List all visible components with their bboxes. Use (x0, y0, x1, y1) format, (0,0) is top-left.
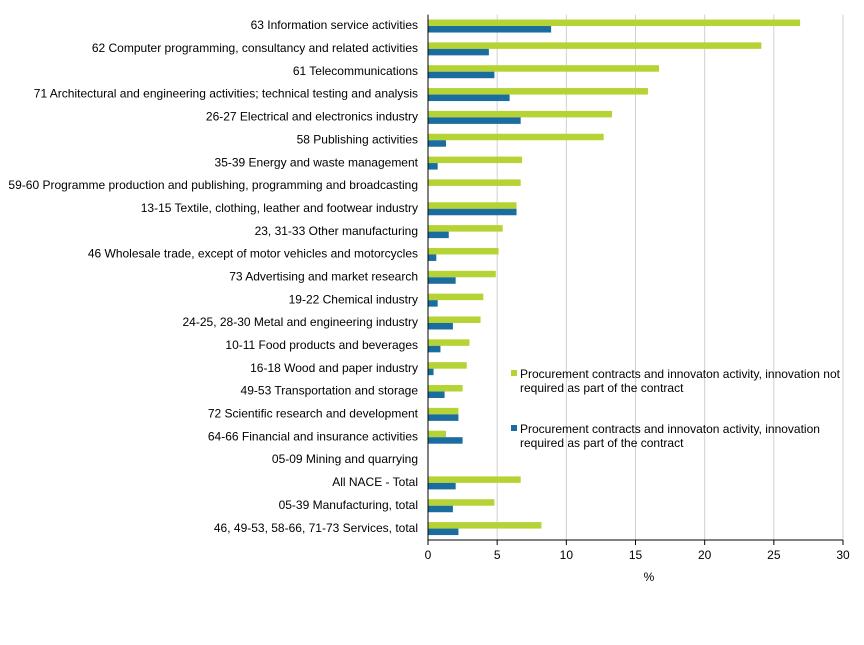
x-tick-label: 30 (836, 548, 850, 562)
y-tick-label: 46 Wholesale trade, except of motor vehi… (88, 247, 418, 261)
y-tick-label: 63 Information service activities (251, 18, 418, 32)
bar (428, 71, 495, 79)
bar (428, 163, 438, 170)
bar (428, 322, 453, 330)
y-tick-label: 46, 49-53, 58-66, 71-73 Services, total (214, 521, 418, 535)
bar (428, 499, 495, 506)
y-tick-label: 19-22 Chemical industry (289, 292, 418, 306)
bar (428, 293, 484, 301)
x-tick-label: 5 (494, 548, 501, 562)
bar (428, 42, 762, 49)
bar (428, 133, 604, 141)
bar (428, 339, 470, 346)
bar (428, 117, 521, 124)
bar (428, 88, 648, 95)
bar (428, 270, 496, 278)
bar (428, 476, 521, 483)
x-axis-label: % (644, 570, 655, 584)
bar (428, 19, 801, 27)
y-tick-label: 13-15 Textile, clothing, leather and foo… (141, 201, 418, 215)
y-tick-label: 73 Advertising and market research (229, 269, 418, 283)
legend-label: Procurement contracts and innovaton acti… (520, 422, 820, 450)
y-tick-label: 24-25, 28-30 Metal and engineering indus… (183, 315, 419, 329)
bar (428, 522, 542, 529)
y-tick-label: 23, 31-33 Other manufacturing (255, 224, 418, 238)
y-tick-label: 61 Telecommunications (293, 64, 418, 78)
bar (428, 391, 445, 399)
bar (428, 362, 467, 369)
bar (428, 345, 441, 353)
bar (428, 368, 434, 376)
bar (428, 110, 612, 118)
bar (428, 505, 453, 513)
bar (428, 528, 459, 536)
x-tick-label: 20 (698, 548, 712, 562)
bar (428, 254, 437, 261)
bar (428, 140, 446, 147)
y-tick-label: 72 Scientific research and development (208, 407, 419, 421)
bar (428, 48, 489, 56)
y-tick-label: 62 Computer programming, consultancy and… (92, 41, 418, 55)
legend-swatch (511, 425, 517, 431)
bar (428, 316, 481, 323)
bar (428, 65, 660, 72)
bar (428, 430, 446, 438)
bar (428, 385, 463, 392)
y-tick-label: 05-39 Manufacturing, total (279, 498, 418, 512)
bar (428, 94, 510, 102)
bar (428, 482, 456, 490)
y-tick-label: 49-53 Transportation and storage (241, 384, 419, 398)
legend-label: Procurement contracts and innovaton acti… (520, 367, 840, 395)
bar (428, 179, 521, 186)
bar (428, 300, 438, 307)
legend-swatch (511, 370, 517, 376)
y-tick-label: 71 Architectural and engineering activit… (34, 87, 418, 101)
y-tick-label: All NACE - Total (332, 475, 418, 489)
y-tick-label: 59-60 Programme production and publishin… (8, 178, 418, 192)
bar (428, 437, 463, 444)
bar (428, 225, 503, 232)
y-tick-label: 16-18 Wood and paper industry (250, 361, 418, 375)
x-tick-label: 15 (629, 548, 643, 562)
bar (428, 231, 449, 239)
x-tick-label: 25 (767, 548, 781, 562)
bar (428, 208, 517, 216)
y-tick-label: 58 Publishing activities (297, 132, 418, 146)
x-tick-label: 10 (560, 548, 574, 562)
bar (428, 26, 552, 33)
x-tick-label: 0 (425, 548, 432, 562)
y-tick-label: 64-66 Financial and insurance activities (208, 429, 418, 443)
bar (428, 414, 459, 421)
bar (428, 277, 456, 284)
bar (428, 247, 499, 255)
bar (428, 407, 459, 415)
y-tick-label: 35-39 Energy and waste management (215, 155, 419, 169)
y-tick-label: 05-09 Mining and quarrying (272, 452, 418, 466)
y-tick-label: 26-27 Electrical and electronics industr… (206, 110, 418, 124)
bar (428, 202, 517, 209)
bar (428, 156, 523, 164)
y-tick-label: 10-11 Food products and beverages (225, 338, 418, 352)
